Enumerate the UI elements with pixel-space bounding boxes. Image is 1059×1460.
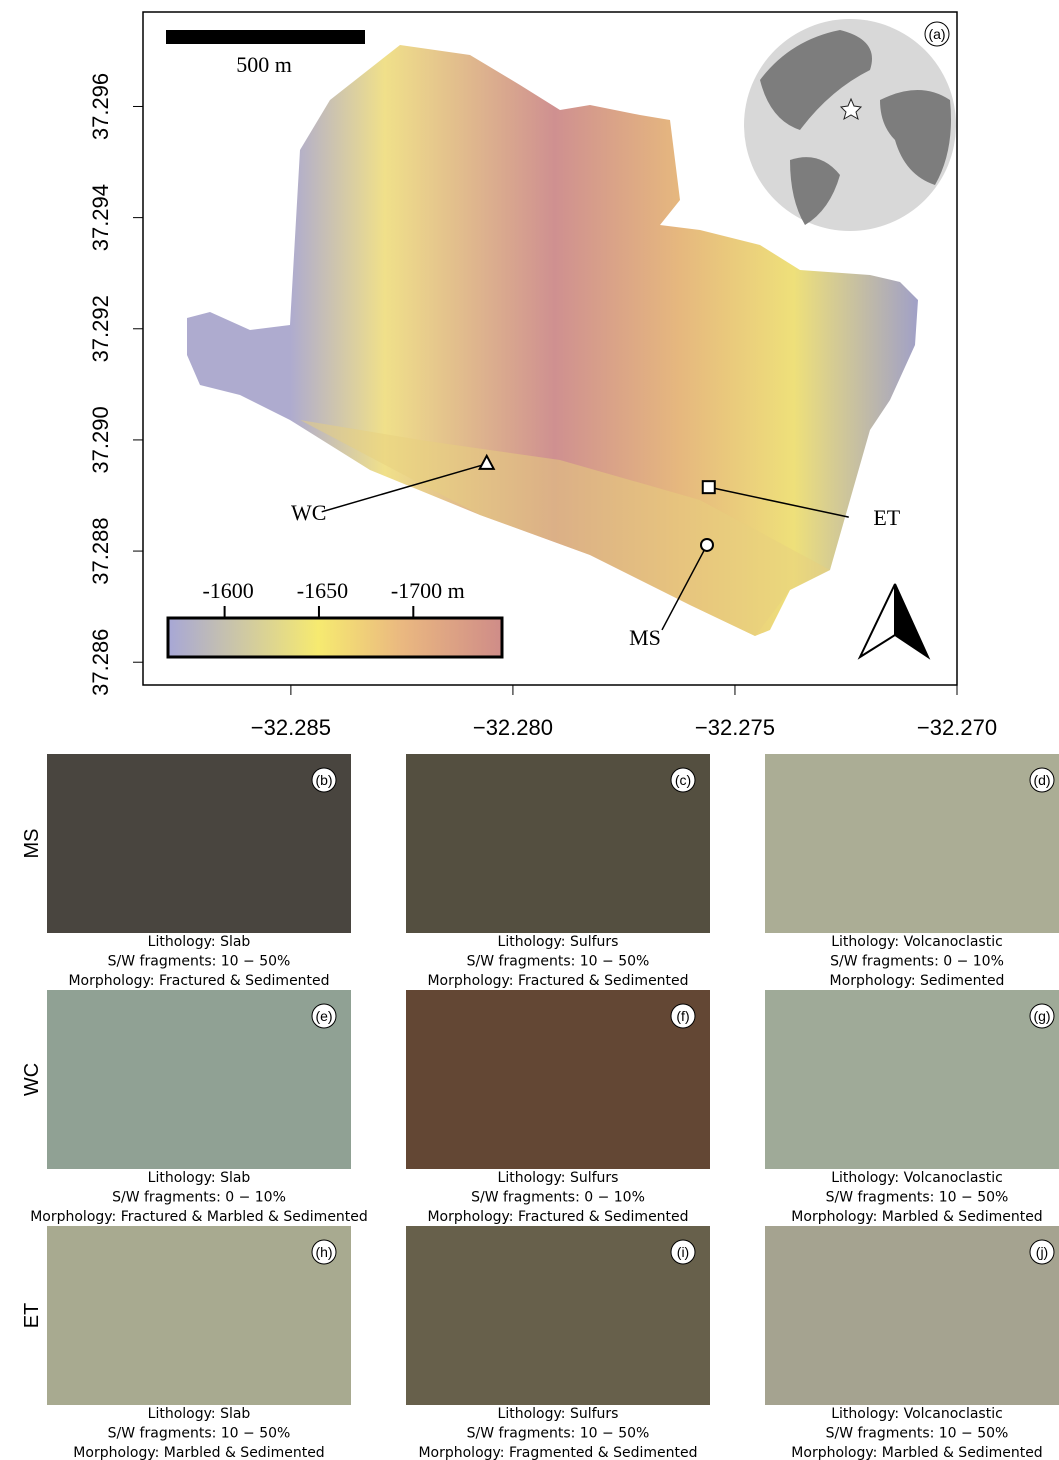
caption: Morphology: Fragmented & Sedimented: [418, 1445, 697, 1460]
caption: S/W fragments: 10 − 50%: [467, 1426, 650, 1442]
panel-label: (e): [315, 1008, 332, 1024]
site-marker: [701, 480, 716, 495]
photo: [406, 990, 710, 1169]
caption: Lithology: Sulfurs: [498, 934, 619, 950]
caption: Morphology: Marbled & Sedimented: [791, 1445, 1042, 1460]
leader-line: [708, 486, 849, 518]
caption: Lithology: Slab: [148, 934, 251, 950]
photo: [765, 754, 1059, 933]
x-tick-label: −32.275: [695, 715, 775, 740]
row-label: ET: [21, 1303, 43, 1329]
caption: Lithology: Sulfurs: [498, 1406, 619, 1422]
caption: S/W fragments: 0 − 10%: [830, 954, 1004, 970]
caption: Lithology: Volcanoclastic: [831, 1406, 1003, 1422]
caption: Morphology: Marbled & Sedimented: [791, 1209, 1042, 1225]
photo: [765, 990, 1059, 1169]
row-label: MS: [21, 829, 43, 859]
photo-texture: [406, 990, 710, 1169]
panel-marker: [924, 21, 950, 47]
photo: [406, 1226, 710, 1405]
y-tick-label: 37.290: [88, 406, 113, 473]
panel-marker: [311, 1239, 337, 1265]
photo: [47, 1226, 351, 1405]
leader-line: [661, 544, 708, 631]
y-tick-label: 37.292: [88, 295, 113, 362]
panel-label: (c): [675, 772, 691, 788]
caption: S/W fragments: 0 − 10%: [112, 1190, 286, 1206]
leader-line: [321, 463, 487, 513]
panel-marker: [670, 767, 696, 793]
y-tick-label: 37.288: [88, 517, 113, 584]
caption: S/W fragments: 10 − 50%: [826, 1426, 1009, 1442]
colorbar-label: -1650: [297, 578, 348, 603]
x-tick-label: −32.285: [251, 715, 331, 740]
x-tick-label: −32.270: [917, 715, 997, 740]
colorbar-label: -1600: [202, 578, 253, 603]
scale-bar-label: 500 m: [236, 52, 292, 77]
photo-texture: [47, 754, 351, 933]
panel-marker: [670, 1003, 696, 1029]
panel-label: (i): [677, 1244, 689, 1260]
site-label: MS: [629, 625, 661, 650]
panel-label: (a): [928, 26, 945, 42]
y-tick-label: 37.294: [88, 184, 113, 251]
photo: [765, 1226, 1059, 1405]
panel-label: (j): [1036, 1244, 1048, 1260]
photo-texture: [406, 754, 710, 933]
photo-texture: [406, 1226, 710, 1405]
caption: Lithology: Sulfurs: [498, 1170, 619, 1186]
caption: S/W fragments: 10 − 50%: [108, 1426, 291, 1442]
map-frame: [142, 11, 958, 686]
panel-label: (b): [315, 772, 332, 788]
panel-marker: [311, 1003, 337, 1029]
photo: [406, 754, 710, 933]
panel-marker: [1029, 1239, 1055, 1265]
caption: S/W fragments: 10 − 50%: [108, 954, 291, 970]
panel-marker: [311, 767, 337, 793]
colorbar: [166, 616, 504, 659]
caption: S/W fragments: 10 − 50%: [826, 1190, 1009, 1206]
caption: Morphology: Fractured & Sedimented: [427, 973, 688, 989]
site-label: ET: [873, 505, 900, 530]
photo-texture: [47, 1226, 351, 1405]
panel-label: (g): [1033, 1008, 1050, 1024]
caption: Lithology: Slab: [148, 1406, 251, 1422]
panel-label: (d): [1033, 772, 1050, 788]
caption: Morphology: Marbled & Sedimented: [73, 1445, 324, 1460]
caption: Lithology: Volcanoclastic: [831, 1170, 1003, 1186]
caption: Lithology: Volcanoclastic: [831, 934, 1003, 950]
panel-marker: [1029, 767, 1055, 793]
site-label: WC: [291, 500, 326, 525]
photo: [47, 754, 351, 933]
photo: [47, 990, 351, 1169]
panel-marker: [670, 1239, 696, 1265]
y-tick-label: 37.286: [88, 629, 113, 696]
caption: Morphology: Fractured & Marbled & Sedime…: [30, 1209, 368, 1225]
y-tick-label: 37.296: [88, 73, 113, 140]
caption: S/W fragments: 10 − 50%: [467, 954, 650, 970]
site-marker: [699, 537, 714, 552]
photo-texture: [47, 990, 351, 1169]
photo-texture: [765, 754, 1059, 933]
caption: Lithology: Slab: [148, 1170, 251, 1186]
caption: Morphology: Fractured & Sedimented: [68, 973, 329, 989]
panel-marker: [1029, 1003, 1055, 1029]
panel-label: (f): [676, 1008, 689, 1024]
row-label: WC: [21, 1063, 43, 1096]
bathymetry-shade: [300, 420, 830, 636]
panel-label: (h): [315, 1244, 332, 1260]
x-tick-label: −32.280: [473, 715, 553, 740]
caption: Morphology: Sedimented: [830, 973, 1005, 989]
photo-texture: [765, 990, 1059, 1169]
caption: Morphology: Fractured & Sedimented: [427, 1209, 688, 1225]
globe: [744, 19, 956, 231]
north-arrow: [857, 583, 931, 660]
site-marker: [478, 453, 496, 470]
photo-texture: [765, 1226, 1059, 1405]
colorbar-label: -1700 m: [391, 578, 465, 603]
caption: S/W fragments: 0 − 10%: [471, 1190, 645, 1206]
bathymetry: [187, 45, 918, 636]
scale-bar: [166, 30, 365, 44]
